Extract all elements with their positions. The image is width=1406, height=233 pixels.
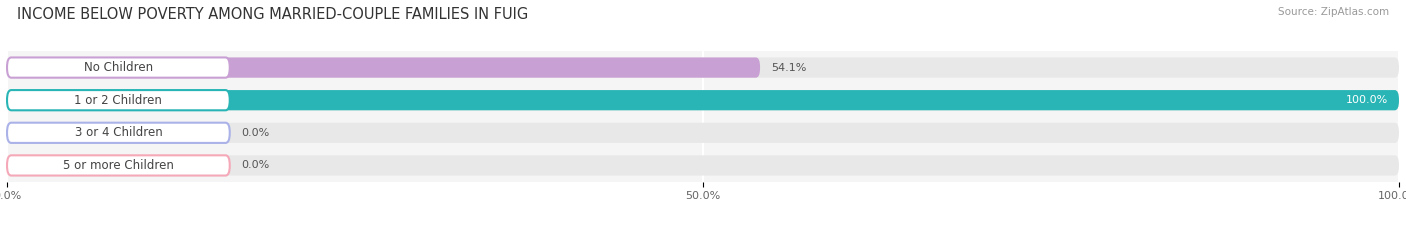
- Text: 1 or 2 Children: 1 or 2 Children: [75, 94, 162, 107]
- FancyBboxPatch shape: [7, 155, 1399, 175]
- Text: 100.0%: 100.0%: [1346, 95, 1388, 105]
- FancyBboxPatch shape: [7, 90, 1399, 110]
- FancyBboxPatch shape: [7, 58, 229, 78]
- Text: 0.0%: 0.0%: [240, 161, 269, 170]
- Text: Source: ZipAtlas.com: Source: ZipAtlas.com: [1278, 7, 1389, 17]
- Text: 54.1%: 54.1%: [772, 63, 807, 72]
- Text: 3 or 4 Children: 3 or 4 Children: [75, 126, 162, 139]
- FancyBboxPatch shape: [7, 123, 229, 143]
- FancyBboxPatch shape: [7, 58, 1399, 78]
- Text: 0.0%: 0.0%: [240, 128, 269, 138]
- FancyBboxPatch shape: [7, 90, 229, 110]
- Text: 5 or more Children: 5 or more Children: [63, 159, 174, 172]
- Text: No Children: No Children: [84, 61, 153, 74]
- FancyBboxPatch shape: [7, 58, 761, 78]
- FancyBboxPatch shape: [7, 155, 229, 175]
- FancyBboxPatch shape: [7, 90, 1399, 110]
- Text: INCOME BELOW POVERTY AMONG MARRIED-COUPLE FAMILIES IN FUIG: INCOME BELOW POVERTY AMONG MARRIED-COUPL…: [17, 7, 529, 22]
- FancyBboxPatch shape: [7, 123, 1399, 143]
